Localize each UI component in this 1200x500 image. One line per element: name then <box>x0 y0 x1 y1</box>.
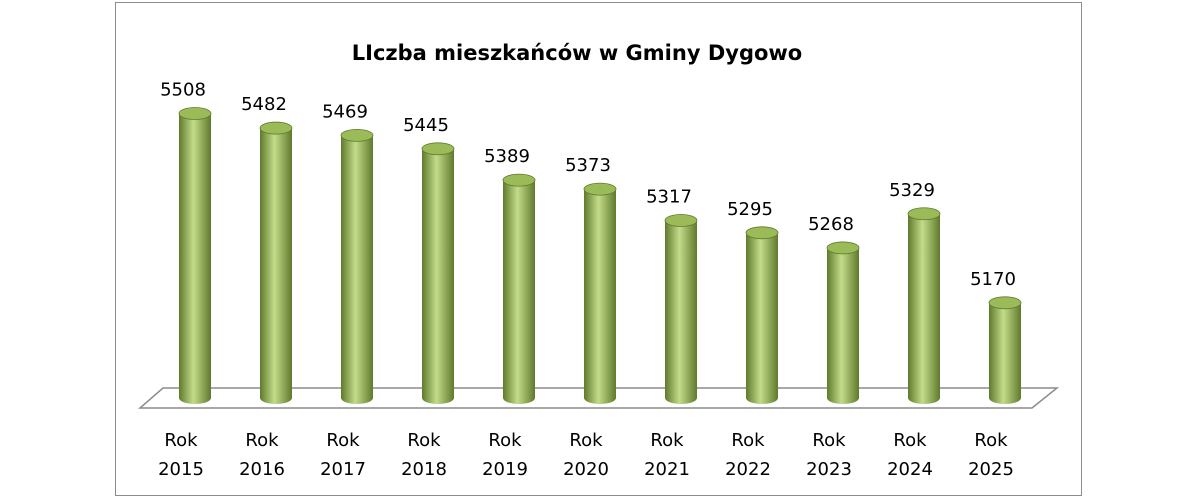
bar-top <box>340 128 374 142</box>
bar-body <box>341 135 373 405</box>
value-label: 5445 <box>403 115 449 136</box>
bar-2017 <box>340 128 374 405</box>
x-tick-label-year: 2015 <box>158 459 204 480</box>
x-tick-label: Rok 2021 <box>644 430 690 480</box>
bar-body <box>746 232 778 404</box>
value-label: 5482 <box>241 94 287 115</box>
bar-body <box>422 148 454 404</box>
bar-body <box>260 128 292 404</box>
bar-2016 <box>259 121 293 404</box>
x-tick-label-prefix: Rok <box>812 430 846 451</box>
value-label: 5317 <box>646 186 692 207</box>
value-label: 5170 <box>970 269 1016 290</box>
x-tick-label-prefix: Rok <box>731 430 765 451</box>
value-label: 5295 <box>727 199 773 220</box>
chart-title: LIczba mieszkańców w Gminy Dygowo <box>352 41 803 65</box>
bar-top <box>907 207 941 221</box>
bars-group <box>178 107 1022 405</box>
x-tick-label: Rok 2016 <box>239 430 285 480</box>
tick-labels-group: Rok 2015 Rok 2016 Rok 2017 Rok 2018 Rok 2019 Rok 20… <box>158 430 1014 480</box>
x-tick-label-prefix: Rok <box>569 430 603 451</box>
bar-body <box>989 302 1021 404</box>
x-tick-label: Rok 2023 <box>806 430 852 480</box>
bar-top <box>988 296 1022 310</box>
value-label: 5329 <box>889 180 935 201</box>
x-tick-label-prefix: Rok <box>407 430 441 451</box>
x-tick-label-prefix: Rok <box>245 430 279 451</box>
bar-top <box>745 226 779 240</box>
bar-2018 <box>421 142 455 404</box>
value-label: 5508 <box>160 80 206 101</box>
x-tick-label-year: 2019 <box>482 459 528 480</box>
x-tick-label-year: 2022 <box>725 459 771 480</box>
bar-body <box>665 220 697 404</box>
bar-2021 <box>664 214 698 404</box>
x-tick-label-year: 2020 <box>563 459 609 480</box>
x-tick-label: Rok 2017 <box>320 430 366 480</box>
x-tick-label: Rok 2025 <box>968 430 1014 480</box>
x-tick-label: Rok 2019 <box>482 430 528 480</box>
value-label: 5268 <box>808 214 854 235</box>
x-tick-label-prefix: Rok <box>488 430 522 451</box>
x-tick-label-year: 2016 <box>239 459 285 480</box>
bar-2022 <box>745 226 779 404</box>
x-tick-label-prefix: Rok <box>893 430 927 451</box>
bar-top <box>583 182 617 196</box>
x-tick-label-prefix: Rok <box>650 430 684 451</box>
x-tick-label-year: 2018 <box>401 459 447 480</box>
x-tick-label: Rok 2020 <box>563 430 609 480</box>
x-tick-label: Rok 2015 <box>158 430 204 480</box>
x-tick-label-year: 2023 <box>806 459 852 480</box>
bar-2019 <box>502 173 536 404</box>
bar-2025 <box>988 296 1022 404</box>
value-label: 5373 <box>565 155 611 176</box>
value-label: 5389 <box>484 146 530 167</box>
bar-top <box>421 142 455 156</box>
bar-2015 <box>178 107 212 405</box>
value-label: 5469 <box>322 101 368 122</box>
bar-body <box>827 247 859 404</box>
x-tick-label-prefix: Rok <box>974 430 1008 451</box>
bar-body <box>908 213 940 404</box>
bar-top <box>502 173 536 187</box>
bar-2024 <box>907 207 941 404</box>
x-tick-label-prefix: Rok <box>164 430 198 451</box>
bar-top <box>259 121 293 135</box>
x-tick-label-year: 2017 <box>320 459 366 480</box>
x-tick-label-year: 2024 <box>887 459 933 480</box>
bar-body <box>179 113 211 405</box>
bar-top <box>178 107 212 120</box>
bar-top <box>664 214 698 227</box>
x-tick-label-year: 2021 <box>644 459 690 480</box>
x-tick-label: Rok 2018 <box>401 430 447 480</box>
value-labels-group: 5508 5482 5469 5445 5389 5373 5317 5295 5268 5329… <box>160 80 1016 290</box>
bar-body <box>503 180 535 404</box>
x-tick-label: Rok 2022 <box>725 430 771 480</box>
bar-2023 <box>826 241 860 404</box>
x-tick-label: Rok 2024 <box>887 430 933 480</box>
x-tick-label-year: 2025 <box>968 459 1014 480</box>
x-tick-label-prefix: Rok <box>326 430 360 451</box>
bar-top <box>826 241 860 255</box>
bar-2020 <box>583 182 617 404</box>
bar-body <box>584 189 616 404</box>
